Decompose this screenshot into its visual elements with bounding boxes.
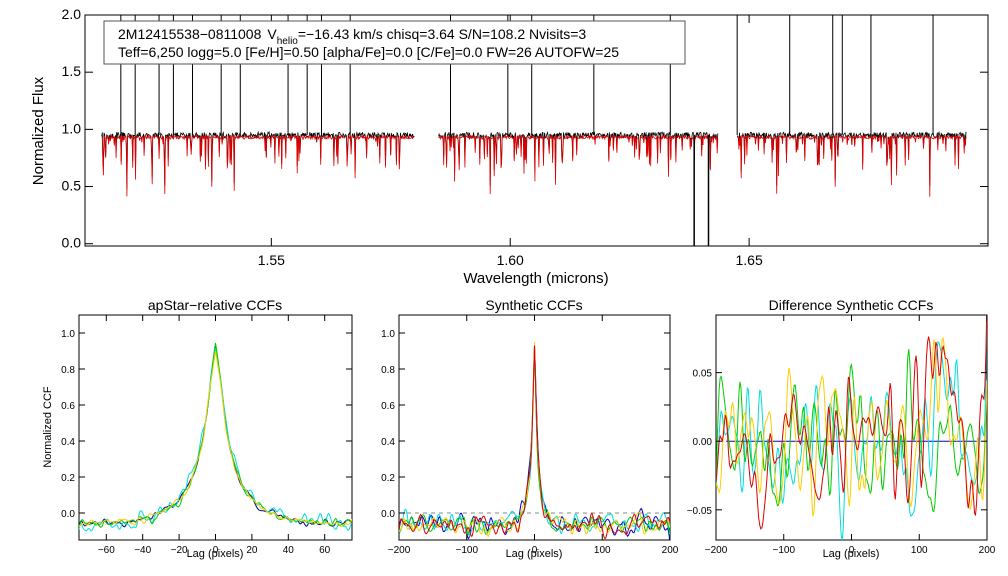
model-spectrum-line (438, 134, 719, 195)
x-tick-label: −20 (171, 545, 188, 556)
spectrum-plot-frame (84, 14, 989, 247)
y-tick-label: 0.0 (61, 509, 75, 520)
difference-lines-clip (716, 315, 987, 540)
ccf-2-line (79, 347, 352, 532)
spectrum-info-box (103, 20, 686, 65)
x-tick-label: −100 (772, 545, 795, 556)
ccf-5-line (399, 345, 670, 540)
x-tick-label: 40 (283, 545, 295, 556)
difference-ticks: −200 −100 0 100 200 −0.05 0.00 0.05 (687, 315, 996, 556)
apstar-y-axis-label: Normalized CCF (42, 386, 54, 468)
x-tick-label: 0 (849, 545, 855, 556)
x-tick-label: −60 (98, 545, 115, 556)
ccf-1-line (79, 345, 352, 528)
x-tick-label: 0 (532, 545, 538, 556)
ccf-4-line (399, 342, 670, 538)
model-spectrum-line (736, 134, 967, 197)
x-tick-label: 60 (319, 545, 331, 556)
x-tick-label: 100 (594, 545, 611, 556)
y-tick-label: 2.0 (62, 6, 82, 22)
y-tick-label: 0.0 (62, 235, 82, 251)
ccf-4-line (79, 351, 352, 528)
apstar-ccf-panel: −60 −40 −20 0 20 40 60 0.0 0.2 0.4 0.6 0.8 1.0 apSta… (42, 297, 353, 560)
diff-4-line (716, 315, 987, 530)
synthetic-ccf-panel: −200 −100 0 100 200 0.0 0.2 0.4 0.6 0.8 1.0 Synthe… (381, 297, 679, 560)
apstar-x-axis-label: Lag (pixels) (187, 548, 244, 560)
x-tick-label: 200 (979, 545, 996, 556)
y-tick-label: 0.4 (61, 437, 75, 448)
y-tick-label: 0.8 (61, 365, 75, 376)
difference-x-axis-label: Lag (pixels) (823, 548, 880, 560)
apstar-series (79, 342, 352, 532)
x-tick-label: −200 (388, 545, 411, 556)
synthetic-x-axis-label: Lag (pixels) (506, 548, 563, 560)
y-tick-label: 0.2 (61, 473, 75, 484)
y-tick-label: 0.2 (381, 473, 395, 484)
x-tick-label: 100 (911, 545, 928, 556)
apstar-lines-clip (79, 342, 352, 532)
difference-series (716, 315, 987, 540)
observed-spectrum-line (736, 131, 967, 187)
difference-ccf-panel: −200 −100 0 100 200 −0.05 0.00 0.05 Difference … (687, 297, 996, 560)
y-tick-label: 0.0 (381, 509, 395, 520)
ccf-1-line (399, 344, 670, 540)
y-tick-label: 0.6 (61, 401, 75, 412)
difference-title: Difference Synthetic CCFs (769, 297, 934, 313)
x-tick-label: 1.65 (735, 252, 762, 268)
spectrum-panel: 1.55 1.60 1.65 0.0 0.5 1.0 1.5 2.0 2M12415538−0… (30, 6, 989, 287)
apstar-title: apStar−relative CCFs (148, 297, 282, 313)
x-tick-label: −200 (705, 545, 728, 556)
apstar-ticks: −60 −40 −20 0 20 40 60 0.0 0.2 0.4 0.6 0.8 1.0 (61, 315, 352, 556)
info-line-2: Teff=6,250 logg=5.0 [Fe/H]=0.50 [alpha/F… (118, 44, 619, 60)
info-line-1: 2M12415538−0811008 Vhelio=−16.43 km/s chi… (118, 26, 586, 47)
synthetic-lines-clip (399, 342, 670, 540)
y-tick-label: 1.0 (381, 329, 395, 340)
y-tick-label: −0.05 (687, 506, 713, 517)
y-tick-label: 0.8 (381, 365, 395, 376)
y-tick-label: 0.05 (693, 369, 713, 380)
y-tick-label: 0.6 (381, 401, 395, 412)
spectrum-x-axis-label: Wavelength (microns) (463, 270, 608, 287)
model-spectrum-line (101, 134, 415, 197)
x-tick-label: 1.60 (497, 252, 524, 268)
spectrum-ticks: 1.55 1.60 1.65 0.0 0.5 1.0 1.5 2.0 (62, 6, 988, 268)
y-tick-label: 1.0 (61, 329, 75, 340)
diff-3-line (716, 336, 987, 517)
y-tick-label: 0.00 (693, 437, 713, 448)
ccf-2-line (399, 348, 670, 539)
diff-2-line (716, 349, 987, 513)
x-tick-label: 20 (246, 545, 258, 556)
y-tick-label: 0.5 (62, 178, 82, 194)
y-tick-label: 1.5 (62, 63, 82, 79)
ccf-3-line (399, 346, 670, 536)
ccf-3-line (79, 342, 352, 528)
y-tick-label: 0.4 (381, 437, 395, 448)
spectrum-y-axis-label: Normalized Flux (30, 76, 47, 185)
synthetic-title: Synthetic CCFs (485, 297, 582, 313)
synthetic-series (399, 342, 670, 540)
synthetic-ticks: −200 −100 0 100 200 0.0 0.2 0.4 0.6 0.8 1.0 (381, 315, 679, 556)
y-tick-label: 1.0 (62, 120, 82, 136)
x-tick-label: −100 (455, 545, 478, 556)
x-tick-label: 200 (662, 545, 679, 556)
x-tick-label: −40 (134, 545, 151, 556)
x-tick-label: 1.55 (258, 252, 285, 268)
x-tick-label: 0 (213, 545, 219, 556)
